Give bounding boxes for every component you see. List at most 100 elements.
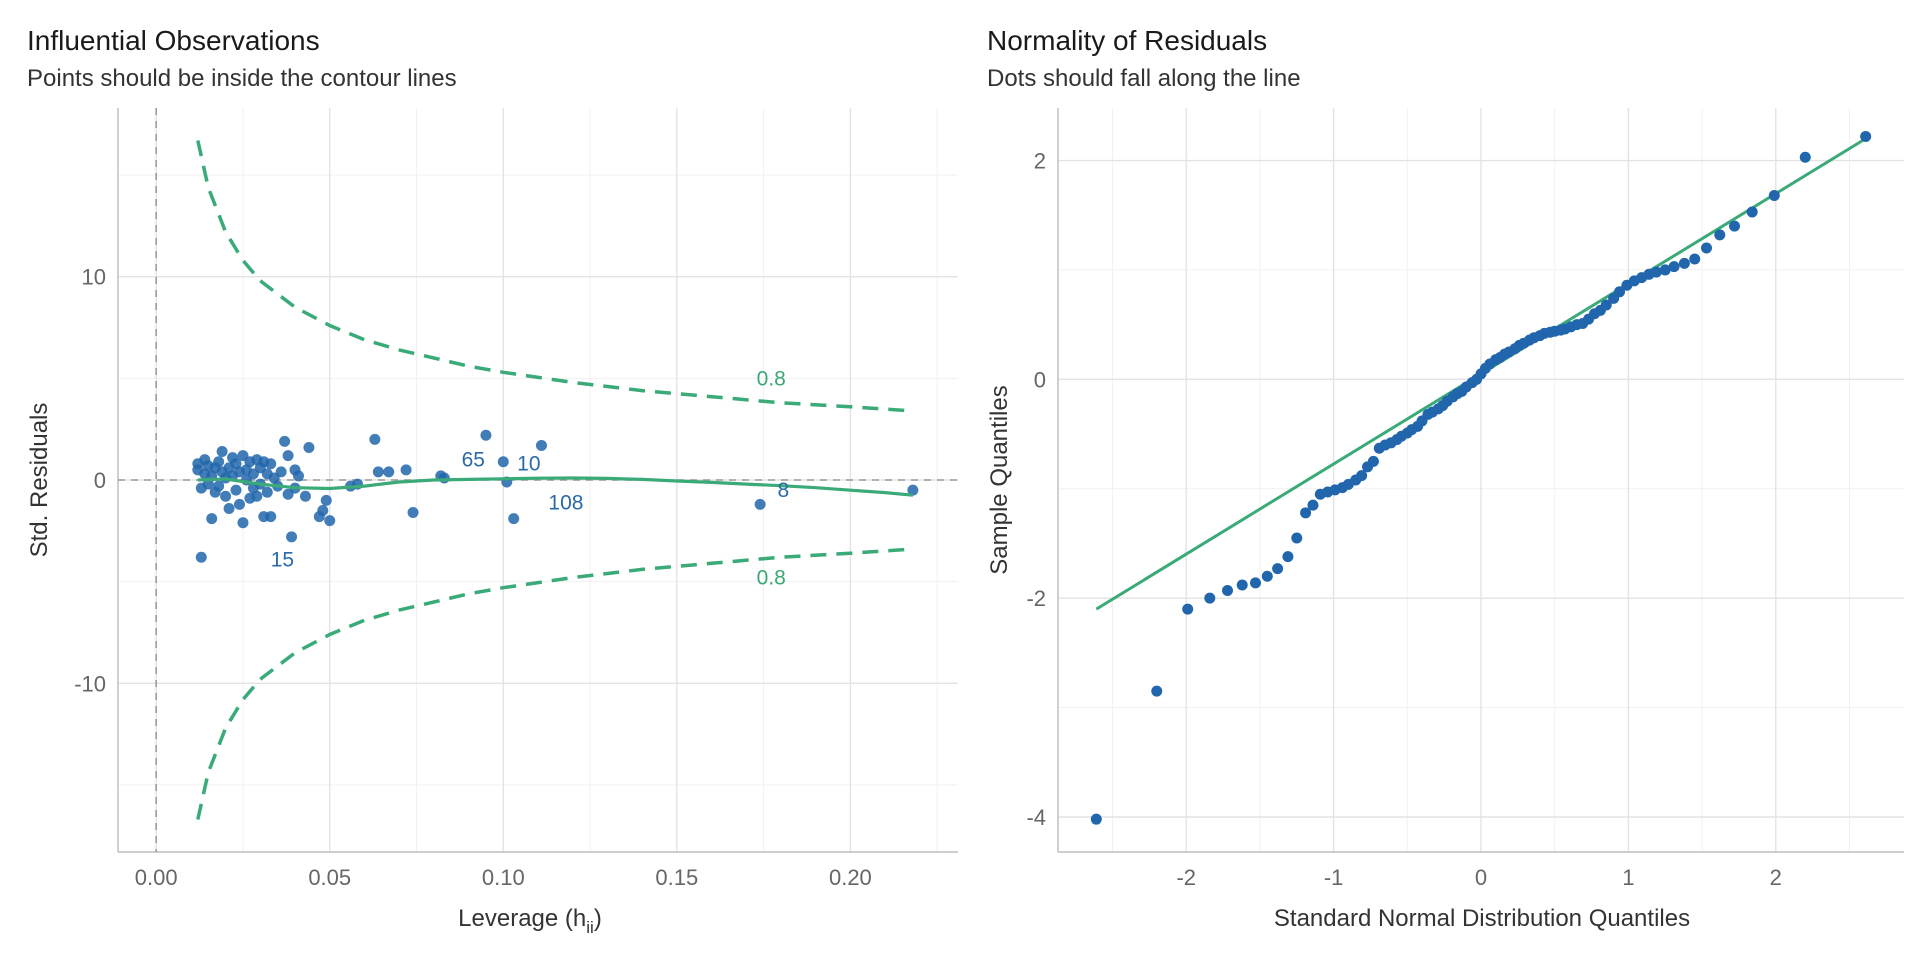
data-point	[261, 486, 273, 498]
data-point	[206, 513, 218, 525]
data-point	[1614, 286, 1626, 298]
data-point	[195, 551, 207, 563]
data-point	[1701, 242, 1713, 254]
data-point	[1249, 577, 1261, 589]
x-tick-label: -1	[1324, 865, 1344, 890]
y-tick-label: -2	[1026, 586, 1046, 611]
y-tick-label: 0	[1034, 367, 1046, 392]
data-point	[369, 433, 381, 445]
x-tick-label: 0.20	[829, 865, 872, 890]
point-annotation-label: 15	[271, 548, 294, 571]
left-x-axis-title: Leverage (hii)	[458, 905, 602, 937]
data-point	[1367, 455, 1379, 467]
data-point	[251, 490, 263, 502]
x-tick-label: 0.10	[482, 865, 525, 890]
upper-contour-line	[196, 140, 914, 413]
data-point	[237, 517, 249, 529]
data-point	[1090, 813, 1102, 825]
data-point	[1261, 570, 1273, 582]
left-chart-title: Influential Observations	[27, 25, 320, 56]
data-point	[317, 504, 329, 516]
data-point	[907, 484, 919, 496]
data-point	[1221, 585, 1233, 597]
x-tick-label: 0.00	[135, 865, 178, 890]
data-point	[407, 507, 419, 519]
data-point	[383, 466, 395, 478]
left-y-axis-title: Std. Residuals	[26, 403, 53, 558]
data-point	[1746, 206, 1758, 218]
data-point	[1678, 257, 1690, 269]
data-point	[213, 456, 225, 468]
left-chart-subtitle: Points should be inside the contour line…	[27, 65, 457, 92]
smooth-fit-line	[197, 476, 914, 497]
data-point	[279, 435, 291, 447]
data-point	[286, 531, 298, 543]
data-point	[1282, 551, 1294, 563]
right-y-axis-title: Sample Quantiles	[986, 385, 1013, 574]
data-point	[372, 466, 384, 478]
data-point	[1307, 499, 1319, 511]
data-point	[320, 494, 332, 506]
right-plot-panel: -2 -1 0 1 2 -4 -2 0 2	[1026, 108, 1904, 890]
lower-contour-line	[196, 547, 914, 820]
data-point	[1182, 603, 1194, 615]
data-point	[1860, 130, 1872, 142]
data-point	[303, 441, 315, 453]
contour-label: 0.8	[757, 567, 786, 590]
y-tick-label: -4	[1026, 805, 1046, 830]
data-point	[223, 502, 235, 514]
data-point	[216, 446, 228, 458]
y-tick-label: 0	[94, 468, 106, 493]
x-tick-label: 0	[1475, 865, 1487, 890]
data-point	[1236, 579, 1248, 591]
data-point	[292, 470, 304, 482]
left-plot-panel: 0.00 0.05 0.10 0.15 0.20 -10 0 10 0.8 0.8 65 10 108 8…	[74, 108, 958, 890]
right-chart-title: Normality of Residuals	[987, 25, 1267, 56]
point-annotation-label: 65	[462, 449, 485, 472]
data-point	[299, 490, 311, 502]
data-point	[438, 472, 450, 484]
data-point	[1151, 685, 1163, 697]
data-point	[1650, 266, 1662, 278]
x-tick-label: 0.05	[308, 865, 351, 890]
data-point	[213, 480, 225, 492]
data-point	[1272, 563, 1284, 575]
x-tick-label: -2	[1176, 865, 1196, 890]
data-point	[1659, 264, 1671, 276]
y-tick-label: 2	[1034, 149, 1046, 174]
data-point	[1799, 151, 1811, 163]
data-point	[1600, 299, 1612, 311]
right-x-axis-title: Standard Normal Distribution Quantiles	[1274, 905, 1690, 932]
data-point	[220, 490, 232, 502]
y-tick-label: -10	[74, 671, 106, 696]
data-point	[400, 464, 412, 476]
data-point	[1689, 253, 1701, 265]
right-chart-subtitle: Dots should fall along the line	[987, 65, 1301, 92]
x-tick-label: 0.15	[655, 865, 698, 890]
data-point	[535, 439, 547, 451]
x-tick-label: 1	[1622, 865, 1634, 890]
data-point	[265, 458, 277, 470]
point-annotation-label: 8	[778, 479, 790, 502]
x-tick-label: 2	[1770, 865, 1782, 890]
data-point	[233, 498, 245, 510]
point-annotation-label: 10	[517, 453, 540, 476]
data-point	[1204, 592, 1216, 604]
data-point	[754, 498, 766, 510]
data-point	[1729, 220, 1741, 232]
point-annotation-label: 108	[548, 491, 583, 514]
data-point	[1768, 190, 1780, 202]
data-point	[275, 466, 287, 478]
data-point	[1668, 261, 1680, 273]
data-point	[480, 429, 492, 441]
data-point	[324, 515, 336, 527]
data-point	[265, 511, 277, 523]
data-point	[1300, 507, 1312, 519]
data-point	[508, 513, 520, 525]
data-point	[497, 456, 509, 468]
data-point	[1714, 229, 1726, 241]
data-point	[282, 450, 294, 462]
data-point	[230, 484, 242, 496]
